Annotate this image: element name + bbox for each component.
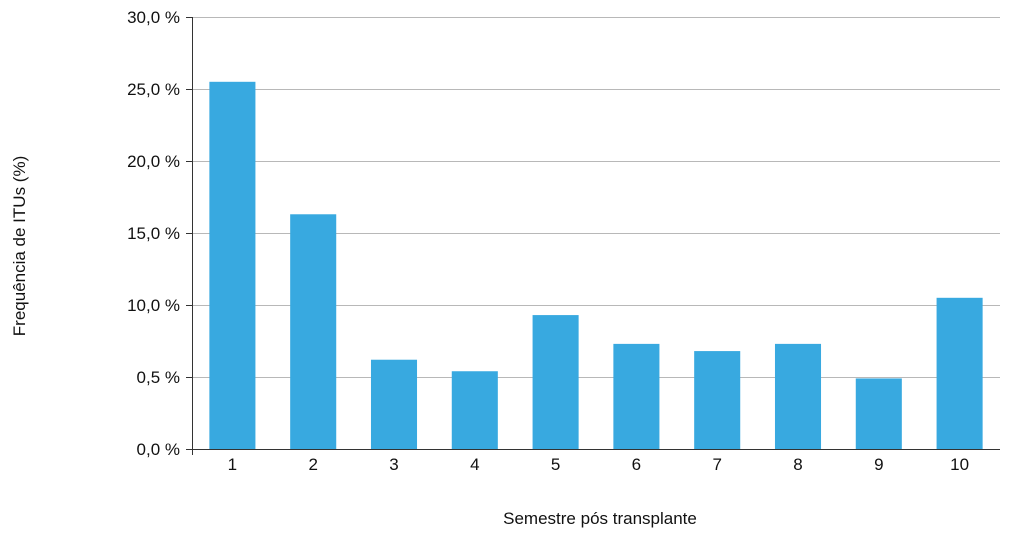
x-tick-label: 1	[228, 455, 237, 474]
y-tick-label: 0,0 %	[137, 440, 180, 459]
bar	[774, 343, 822, 449]
y-tick-label: 20,0 %	[127, 152, 180, 171]
bar	[613, 343, 660, 449]
y-tick-label: 0,5 %	[137, 368, 180, 387]
bars	[209, 81, 983, 450]
y-tick-label: 10,0 %	[127, 296, 180, 315]
y-tick-label: 30,0 %	[127, 8, 180, 27]
x-tick-label: 8	[793, 455, 802, 474]
bar	[370, 359, 418, 449]
y-tick-label: 15,0 %	[127, 224, 180, 243]
tick-labels: 0,0 % 0,5 % 10,0 % 15,0 % 20,0 % 25,0 % 30,0 %…	[127, 8, 969, 474]
x-tick-label: 7	[712, 455, 721, 474]
y-axis-title: Frequência de ITUs (%)	[10, 156, 29, 336]
x-tick-label: 10	[950, 455, 969, 474]
y-tick-label: 25,0 %	[127, 80, 180, 99]
x-tick-label: 9	[874, 455, 883, 474]
x-tick-label: 5	[551, 455, 560, 474]
x-tick-label: 4	[470, 455, 479, 474]
x-tick-label: 3	[389, 455, 398, 474]
x-tick-label: 6	[632, 455, 641, 474]
bar	[936, 297, 983, 449]
axes	[186, 17, 1000, 455]
bar	[694, 351, 741, 449]
x-axis-title: Semestre pós transplante	[503, 509, 697, 528]
bar	[451, 371, 498, 449]
bar	[532, 315, 579, 449]
x-tick-label: 2	[308, 455, 317, 474]
bar	[209, 81, 256, 450]
bar	[855, 378, 902, 449]
bar	[290, 214, 337, 449]
